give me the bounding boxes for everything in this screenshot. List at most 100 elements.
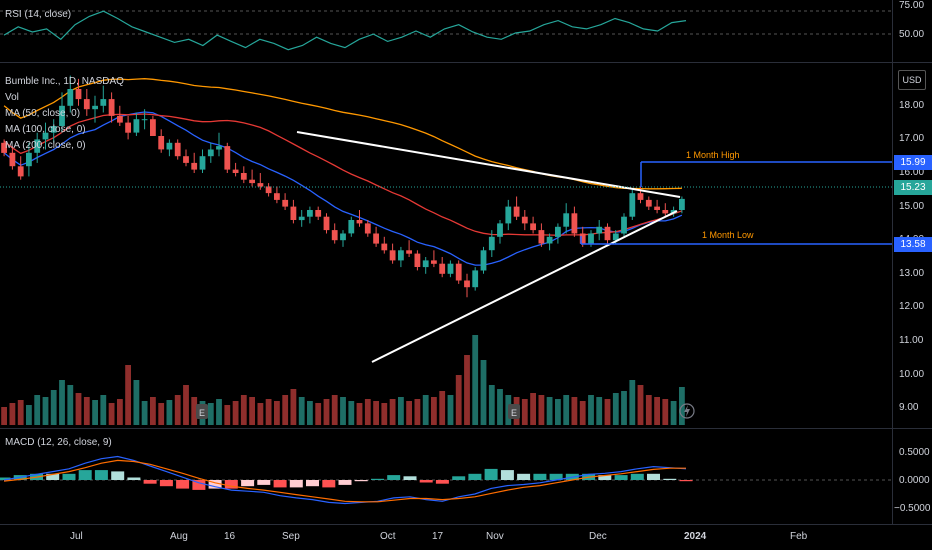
volume-bar [654, 397, 660, 425]
candle-body [17, 166, 24, 177]
vol-label[interactable]: Vol [5, 92, 19, 103]
volume-bar [373, 401, 379, 425]
candle-body [447, 263, 454, 274]
volume-bar [431, 397, 437, 425]
macd-histogram-bar [549, 473, 563, 480]
candle-body [191, 162, 198, 170]
volume-bar [174, 395, 181, 425]
candle-body [75, 89, 82, 100]
macd-histogram-bar [208, 480, 222, 489]
volume-layer [1, 335, 685, 425]
macd-histogram-bar [224, 480, 238, 489]
volume-bar [75, 393, 82, 425]
volume-bar [439, 391, 446, 425]
candle-body [571, 213, 578, 234]
candle-body [150, 119, 156, 136]
macd-histogram-bar [0, 477, 11, 480]
volume-bar [9, 403, 16, 425]
time-axis-label: Jul [70, 531, 83, 542]
candle-body [538, 230, 545, 244]
symbol-title[interactable]: Bumble Inc., 1D, NASDAQ [5, 76, 124, 87]
currency-button[interactable]: USD [898, 70, 926, 90]
time-axis-label: 17 [432, 531, 444, 542]
candle-body [207, 149, 214, 157]
volume-bar [414, 399, 421, 425]
candle-body [563, 213, 570, 227]
candle-body [629, 193, 636, 217]
candle-body [621, 216, 627, 234]
volume-bar [488, 385, 495, 425]
volume-bar [59, 380, 65, 425]
volume-bar [455, 375, 462, 425]
macd-line [3, 455, 687, 505]
lower-trendline[interactable] [371, 210, 678, 363]
macd-histogram-bar [159, 480, 173, 487]
candle-body [455, 263, 462, 281]
earnings-marker-nov[interactable]: E [508, 404, 520, 419]
lightning-icon[interactable] [679, 403, 695, 419]
candle-body [108, 99, 115, 116]
macd-histogram-bar [62, 473, 76, 480]
volume-bar [183, 385, 189, 425]
volume-bar [389, 399, 396, 425]
candle-body [83, 99, 90, 110]
price-tick: 17.00 [899, 133, 925, 145]
volume-bar [133, 380, 140, 425]
volume-bar [323, 399, 330, 425]
volume-bar [612, 393, 619, 425]
candle-body [331, 230, 338, 241]
candle-body [290, 206, 297, 220]
candle-body [298, 216, 305, 221]
upper-trendline[interactable] [296, 131, 681, 198]
volume-bar [17, 400, 24, 425]
candle-body [348, 220, 355, 234]
candle-body [323, 216, 330, 231]
earnings-marker-aug[interactable]: E [196, 404, 208, 419]
price-tick: 12.00 [899, 301, 925, 313]
macd-histogram-bar [419, 480, 433, 483]
candle-body [497, 223, 503, 237]
volume-bar [364, 399, 371, 425]
candle-body [612, 233, 619, 241]
volume-bar [67, 385, 74, 425]
candle-body [373, 233, 379, 244]
macd-histogram-bar [78, 470, 92, 480]
volume-bar [257, 403, 264, 425]
volume-bar [50, 390, 57, 425]
signal-line [3, 459, 686, 503]
time-axis-label: Sep [282, 531, 300, 542]
volume-bar [26, 405, 32, 425]
volume-bar [398, 397, 404, 425]
candle-body [505, 206, 512, 224]
candle-body [356, 220, 363, 224]
candle-body [381, 243, 388, 251]
price-tick: 13.00 [899, 267, 925, 279]
volume-bar [521, 399, 528, 425]
macd-histogram-bar [663, 478, 677, 480]
candle-body [224, 146, 231, 170]
volume-bar [348, 401, 355, 425]
volume-bar [150, 397, 156, 425]
ma200-label[interactable]: MA (200, close, 0) [5, 140, 86, 151]
candle-body [521, 216, 528, 224]
ma50-label[interactable]: MA (50, close, 0) [5, 108, 81, 119]
volume-bar [464, 355, 470, 425]
volume-bar [621, 391, 627, 425]
volume-bar [381, 403, 388, 425]
candle-body [67, 89, 74, 106]
ma100-label[interactable]: MA (100, close, 0) [5, 124, 86, 135]
volume-bar [579, 401, 586, 425]
macd-histogram-bar [403, 476, 417, 480]
volume-bar [645, 395, 652, 425]
macd-histogram-bar [435, 480, 449, 484]
candle-body [100, 99, 107, 106]
candle-body [42, 132, 49, 140]
candle-body [414, 253, 421, 267]
candle-body [431, 260, 437, 264]
candle-body [199, 156, 206, 170]
rsi-layer [3, 10, 687, 51]
macd-histogram-bar [452, 476, 466, 480]
candle-body [240, 173, 247, 180]
